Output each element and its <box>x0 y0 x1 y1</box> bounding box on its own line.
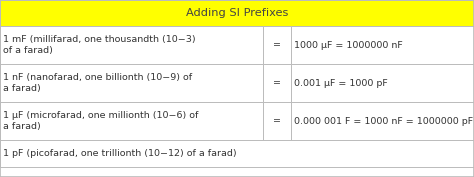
Bar <box>0 140 474 167</box>
Text: 0.000 001 F = 1000 nF = 1000000 pF: 0.000 001 F = 1000 nF = 1000000 pF <box>294 116 473 125</box>
Text: =: = <box>273 79 281 87</box>
Bar <box>0 102 263 140</box>
Bar <box>263 26 291 64</box>
Bar <box>263 64 291 102</box>
Text: 1 μF (microfarad, one millionth (10−6) of
a farad): 1 μF (microfarad, one millionth (10−6) o… <box>3 111 199 131</box>
Text: 1 pF (picofarad, one trillionth (10−12) of a farad): 1 pF (picofarad, one trillionth (10−12) … <box>3 149 237 158</box>
Text: 1 mF (millifarad, one thousandth (10−3)
of a farad): 1 mF (millifarad, one thousandth (10−3) … <box>3 35 196 55</box>
Bar <box>263 102 291 140</box>
Bar <box>291 64 474 102</box>
Bar <box>291 102 474 140</box>
Bar <box>0 26 263 64</box>
Bar <box>0 0 474 26</box>
Bar <box>291 26 474 64</box>
Text: =: = <box>273 41 281 50</box>
Text: =: = <box>273 116 281 125</box>
Text: 0.001 μF = 1000 pF: 0.001 μF = 1000 pF <box>294 79 388 87</box>
Text: 1 nF (nanofarad, one billionth (10−9) of
a farad): 1 nF (nanofarad, one billionth (10−9) of… <box>3 73 192 93</box>
Text: 1000 μF = 1000000 nF: 1000 μF = 1000000 nF <box>294 41 402 50</box>
Text: Adding SI Prefixes: Adding SI Prefixes <box>186 8 288 18</box>
Bar <box>0 64 263 102</box>
